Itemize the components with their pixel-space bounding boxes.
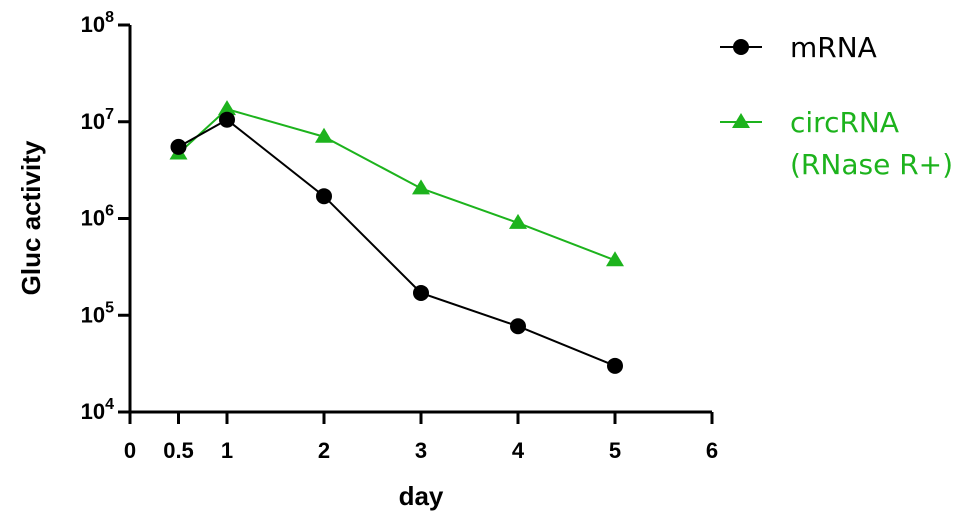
x-tick-label: 2 (318, 438, 330, 463)
y-tick-exponent: 8 (105, 9, 114, 26)
x-tick-label: 0.5 (163, 438, 194, 463)
y-tick-base: 10 (81, 109, 105, 134)
y-axis-title: Gluc activity (16, 140, 46, 295)
y-tick-exponent: 5 (105, 299, 114, 316)
series-circrna (169, 100, 624, 267)
x-tick-label: 6 (706, 438, 718, 463)
legend-label: (RNase R+) (790, 148, 953, 181)
data-point (510, 318, 526, 335)
data-point (315, 127, 333, 143)
y-tick-label: 106 (81, 203, 114, 231)
y-tick-label: 107 (81, 106, 114, 134)
legend-label: circRNA (790, 106, 899, 139)
y-tick-exponent: 6 (105, 203, 114, 220)
y-tick-base: 10 (81, 12, 105, 37)
y-tick-exponent: 7 (105, 106, 114, 123)
y-tick-exponent: 4 (105, 396, 114, 413)
legend-item-mrna: mRNA (720, 31, 877, 64)
series-mrna (170, 111, 623, 374)
data-point (509, 213, 527, 229)
y-tick-label: 108 (81, 9, 114, 37)
series-line (177, 108, 616, 262)
data-point (218, 100, 236, 116)
y-tick-base: 10 (81, 399, 105, 424)
data-point (170, 138, 187, 155)
legend-item-circrna: circRNA (RNase R+) (720, 106, 953, 181)
series-layer (169, 100, 624, 374)
y-tick-base: 10 (81, 302, 105, 327)
data-point (219, 111, 235, 128)
x-tick-label: 0 (124, 438, 136, 463)
legend: mRNA circRNA (RNase R+) (720, 31, 953, 181)
y-tick-base: 10 (81, 206, 105, 231)
data-point (316, 188, 332, 205)
x-ticks: 0 0.5 1 2 3 4 5 6 (124, 412, 718, 463)
y-tick-label: 105 (81, 299, 114, 327)
x-tick-label: 1 (221, 438, 233, 463)
data-point (413, 284, 429, 301)
data-point (606, 251, 624, 267)
x-axis-title: day (399, 481, 444, 511)
legend-marker (733, 39, 749, 55)
x-tick-label: 5 (609, 438, 621, 463)
legend-marker (732, 113, 750, 128)
x-tick-label: 4 (512, 438, 525, 463)
data-point (607, 357, 623, 374)
x-tick-label: 3 (415, 438, 427, 463)
y-tick-label: 104 (81, 396, 114, 424)
data-point (412, 179, 430, 195)
axes (128, 25, 712, 414)
series-line (178, 118, 616, 367)
legend-label: mRNA (790, 31, 877, 64)
